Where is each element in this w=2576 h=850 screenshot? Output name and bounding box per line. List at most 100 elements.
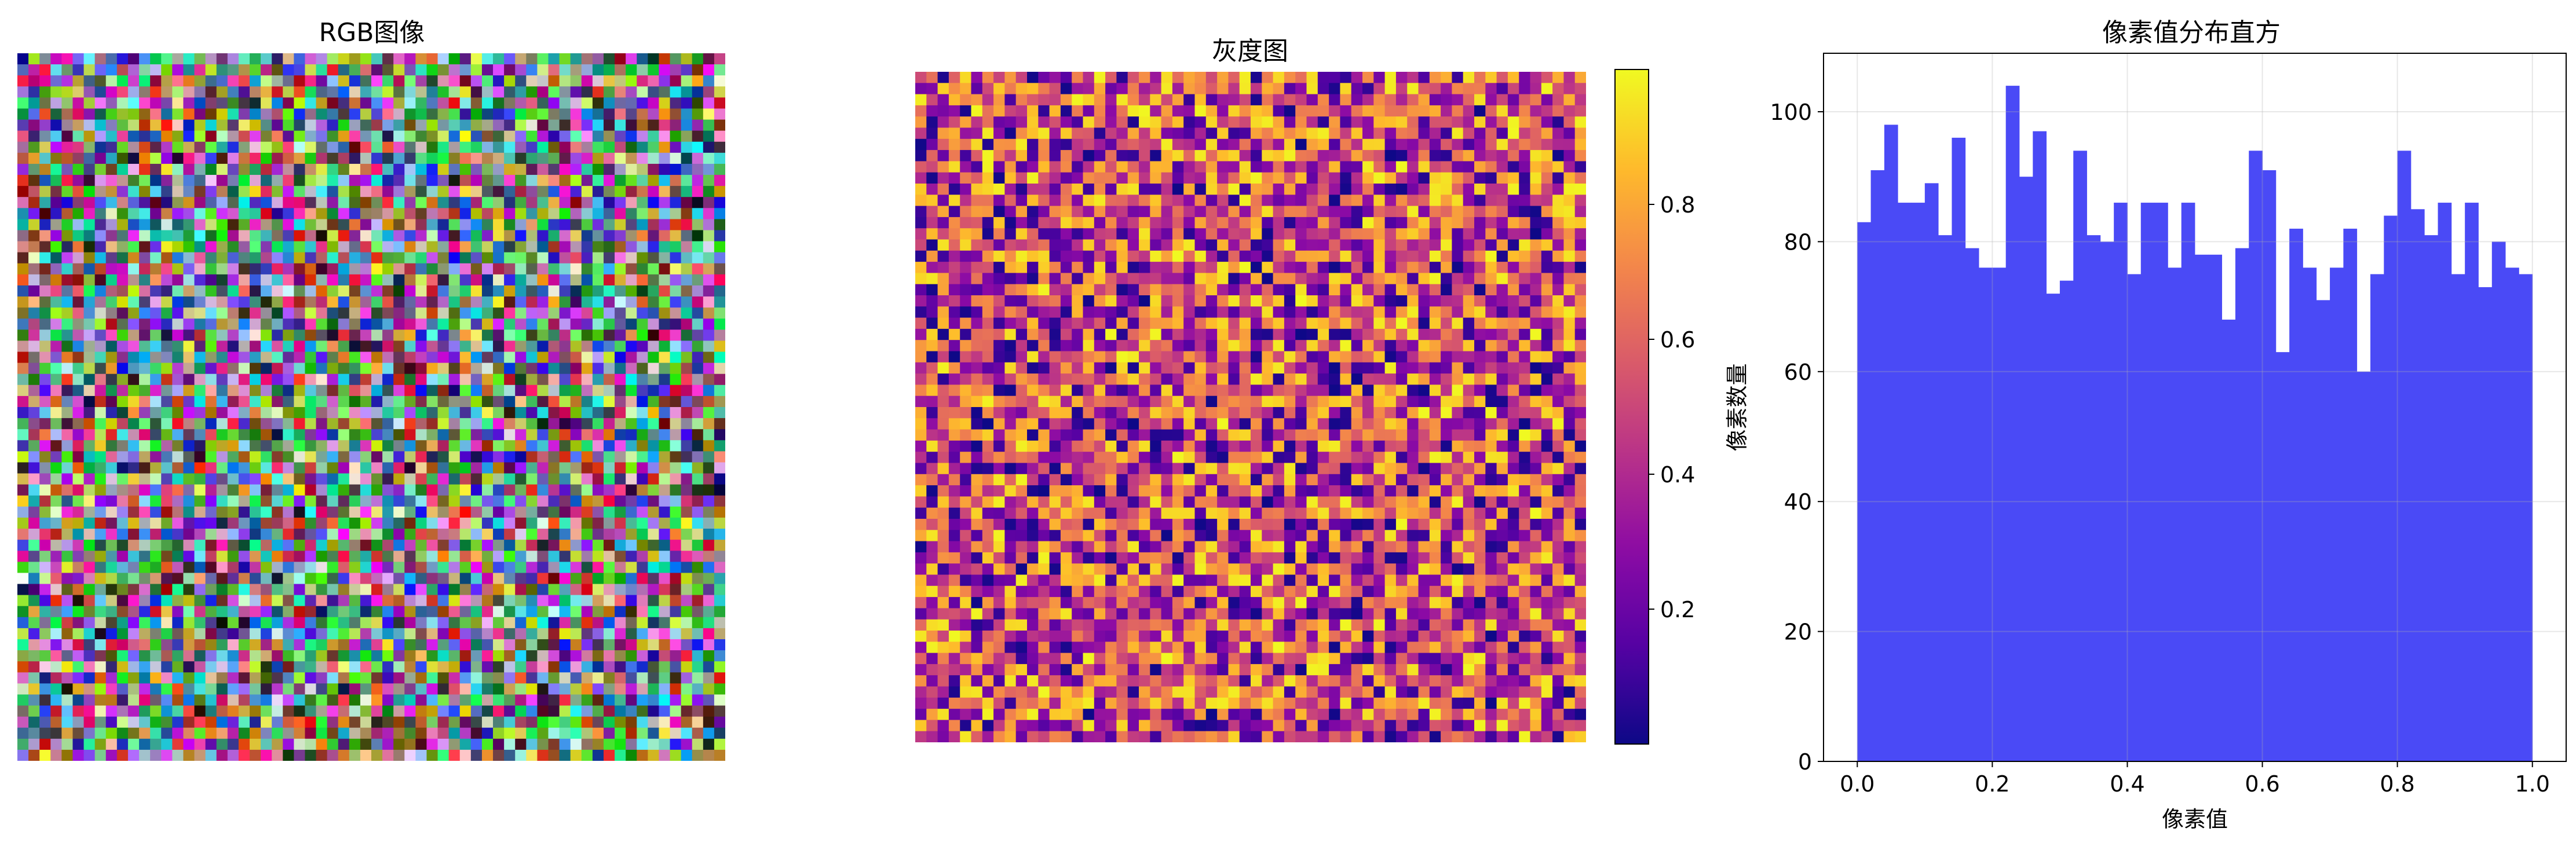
rgb-pixel bbox=[227, 329, 239, 342]
rgb-pixel bbox=[216, 329, 228, 342]
rgb-pixel bbox=[238, 506, 250, 518]
gray-pixel bbox=[1384, 228, 1397, 240]
rgb-pixel bbox=[327, 197, 339, 208]
rgb-pixel bbox=[371, 650, 383, 662]
rgb-pixel bbox=[426, 551, 439, 562]
rgb-pixel bbox=[470, 595, 483, 607]
rgb-pixel bbox=[261, 163, 272, 175]
rgb-pixel bbox=[648, 230, 660, 242]
rgb-pixel bbox=[349, 64, 361, 76]
gray-pixel bbox=[937, 94, 949, 106]
rgb-pixel bbox=[105, 473, 118, 485]
rgb-pixel bbox=[504, 384, 516, 397]
rgb-pixel bbox=[714, 749, 725, 761]
rgb-pixel bbox=[139, 650, 151, 662]
rgb-pixel bbox=[470, 395, 483, 408]
rgb-pixel bbox=[371, 307, 383, 319]
rgb-pixel bbox=[216, 152, 228, 164]
rgb-pixel bbox=[349, 175, 361, 186]
rgb-pixel bbox=[139, 395, 151, 408]
rgb-pixel bbox=[526, 197, 538, 208]
rgb-pixel bbox=[116, 705, 129, 717]
gray-pixel bbox=[1172, 161, 1184, 173]
rgb-pixel bbox=[205, 517, 217, 529]
rgb-pixel bbox=[504, 716, 516, 728]
gray-pixel bbox=[1183, 150, 1196, 162]
gray-pixel bbox=[993, 72, 1005, 83]
rgb-pixel bbox=[316, 64, 328, 76]
gray-pixel bbox=[1329, 105, 1340, 117]
rgb-pixel bbox=[670, 562, 682, 573]
rgb-pixel bbox=[50, 141, 62, 153]
rgb-pixel bbox=[72, 318, 85, 330]
rgb-pixel bbox=[426, 97, 439, 109]
rgb-pixel bbox=[515, 462, 527, 474]
rgb-pixel bbox=[39, 716, 51, 728]
rgb-pixel bbox=[603, 562, 615, 573]
rgb-pixel bbox=[382, 64, 394, 76]
rgb-pixel bbox=[83, 362, 96, 375]
rgb-pixel bbox=[681, 451, 693, 463]
rgb-pixel bbox=[94, 727, 107, 739]
rgb-pixel bbox=[105, 694, 118, 706]
gray-pixel bbox=[982, 172, 994, 184]
rgb-pixel bbox=[249, 285, 261, 297]
rgb-pixel bbox=[459, 86, 472, 98]
rgb-pixel bbox=[626, 362, 637, 375]
rgb-pixel bbox=[83, 197, 96, 208]
rgb-pixel bbox=[548, 318, 560, 330]
rgb-pixel bbox=[116, 606, 129, 618]
rgb-pixel bbox=[603, 197, 615, 208]
rgb-pixel bbox=[714, 540, 725, 551]
rgb-pixel bbox=[227, 340, 239, 353]
rgb-pixel bbox=[238, 152, 250, 164]
rgb-pixel bbox=[415, 175, 427, 186]
rgb-pixel bbox=[548, 738, 560, 750]
rgb-pixel bbox=[570, 484, 582, 496]
rgb-pixel bbox=[437, 197, 450, 208]
rgb-pixel bbox=[415, 186, 427, 197]
rgb-pixel bbox=[238, 694, 250, 706]
rgb-pixel bbox=[592, 683, 604, 695]
gray-pixel bbox=[1251, 94, 1262, 106]
rgb-pixel bbox=[393, 241, 405, 253]
rgb-pixel bbox=[659, 529, 671, 540]
rgb-pixel bbox=[205, 230, 217, 242]
rgb-pixel bbox=[526, 562, 538, 573]
rgb-pixel bbox=[327, 661, 339, 673]
rgb-pixel bbox=[581, 495, 593, 507]
rgb-pixel bbox=[139, 551, 151, 562]
rgb-pixel bbox=[515, 130, 527, 142]
rgb-pixel bbox=[637, 252, 648, 264]
rgb-pixel bbox=[515, 141, 527, 153]
rgb-pixel bbox=[261, 473, 272, 485]
rgb-pixel bbox=[559, 529, 571, 540]
gray-pixel bbox=[1116, 94, 1128, 106]
rgb-pixel bbox=[637, 628, 648, 640]
rgb-pixel bbox=[28, 307, 40, 319]
rgb-pixel bbox=[294, 429, 306, 441]
rgb-pixel bbox=[504, 208, 516, 219]
gray-pixel bbox=[1530, 217, 1542, 229]
rgb-pixel bbox=[327, 451, 339, 463]
rgb-pixel bbox=[294, 407, 306, 419]
gray-pixel bbox=[1194, 138, 1207, 151]
gray-pixel bbox=[993, 217, 1005, 229]
rgb-pixel bbox=[714, 529, 725, 540]
rgb-pixel bbox=[526, 727, 538, 739]
rgb-pixel bbox=[670, 451, 682, 463]
rgb-pixel bbox=[150, 407, 162, 419]
rgb-pixel bbox=[615, 661, 626, 673]
rgb-pixel bbox=[603, 285, 615, 297]
rgb-pixel bbox=[404, 285, 416, 297]
gray-pixel bbox=[1452, 127, 1464, 140]
rgb-pixel bbox=[526, 484, 538, 496]
rgb-pixel bbox=[17, 606, 29, 618]
rgb-pixel bbox=[161, 318, 173, 330]
rgb-pixel bbox=[459, 285, 472, 297]
rgb-pixel bbox=[615, 484, 626, 496]
rgb-pixel bbox=[670, 672, 682, 684]
rgb-pixel bbox=[692, 108, 704, 120]
rgb-pixel bbox=[603, 617, 615, 629]
rgb-pixel bbox=[227, 318, 239, 330]
